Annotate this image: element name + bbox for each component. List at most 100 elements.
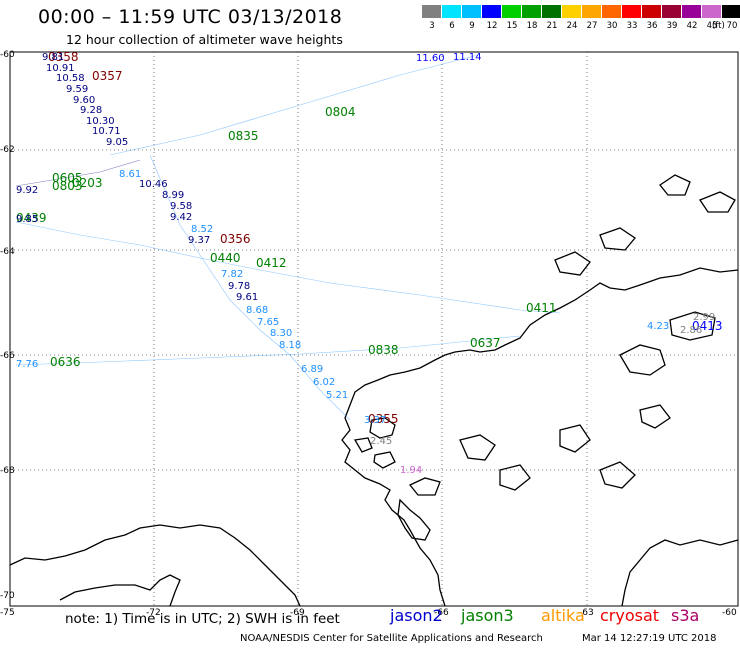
scale-label: 12 — [486, 21, 498, 31]
scale-label: 21 — [546, 21, 558, 31]
scale-label: 33 — [626, 21, 638, 31]
pass-time-label: 0838 — [368, 343, 399, 357]
pass-time-label: 0203 — [72, 176, 103, 190]
wave-height-label: 6.02 — [313, 377, 335, 388]
pass-time-label: 0355 — [368, 412, 399, 426]
map-subtitle: 12 hour collection of altimeter wave hei… — [66, 32, 343, 47]
scale-swatch — [702, 5, 722, 18]
longitude-label: -60 — [722, 608, 737, 618]
wave-height-label: 10.71 — [92, 126, 121, 137]
wave-height-label: 8.68 — [246, 305, 268, 316]
scale-swatch — [482, 5, 502, 18]
satellite-track — [149, 154, 351, 421]
wave-height-label: 7.82 — [221, 269, 243, 280]
wave-height-label: 10.58 — [56, 73, 85, 84]
scale-swatch — [502, 5, 522, 18]
wave-height-label: 9.81 — [42, 52, 64, 63]
scale-swatch — [662, 5, 682, 18]
graticule — [10, 52, 738, 606]
scale-swatch — [562, 5, 582, 18]
wave-height-label: 11.14 — [453, 52, 482, 63]
map-frame — [9, 51, 739, 607]
wave-height-label: 6.89 — [301, 364, 323, 375]
pass-time-label: 0356 — [220, 232, 251, 246]
wave-height-label: 9.37 — [188, 235, 210, 246]
color-scale-labels: 3 6 9 12 15 18 21 24 27 30 33 36 39 42 45 70 — [422, 21, 740, 31]
scale-swatch — [522, 5, 542, 18]
scale-label: 9 — [469, 21, 475, 31]
wave-height-label: 7.76 — [16, 359, 38, 370]
latitude-label: -62 — [0, 145, 15, 155]
wave-height-label: 8.30 — [270, 328, 292, 339]
scale-swatch — [622, 5, 642, 18]
wave-height-label: 9.05 — [106, 137, 128, 148]
pass-time-label: 0413 — [692, 319, 723, 333]
scale-label: 45 — [706, 21, 718, 31]
wave-height-label: 8.52 — [191, 224, 213, 235]
scale-label: 6 — [449, 21, 455, 31]
wave-height-label: 8.99 — [162, 190, 184, 201]
scale-label: 36 — [646, 21, 658, 31]
scale-swatch — [682, 5, 702, 18]
latitude-label: -70 — [0, 591, 15, 601]
longitude-label: -72 — [146, 608, 161, 618]
wave-height-label: 4.23 — [647, 321, 669, 332]
scale-swatch — [582, 5, 602, 18]
coastline — [9, 174, 739, 607]
scale-swatch — [442, 5, 462, 18]
satellite-legend-cryosat: cryosat — [600, 606, 660, 625]
latitude-label: -68 — [0, 466, 15, 476]
wave-height-label: 9.28 — [80, 105, 102, 116]
pass-time-label: 0440 — [210, 251, 241, 265]
wave-height-label: 2.86 — [680, 325, 702, 336]
wave-height-label: 9.85 — [16, 214, 38, 225]
map-title: 00:00 – 11:59 UTC 03/13/2018 — [38, 6, 343, 28]
wave-height-label: 9.42 — [170, 212, 192, 223]
wave-height-label: 8.18 — [279, 340, 301, 351]
satellite-track — [15, 159, 141, 187]
pass-time-label: 0358 — [48, 50, 79, 64]
scale-swatch — [422, 5, 442, 18]
satellite-legend-s3a: s3a — [671, 606, 700, 625]
wave-height-label: 11.60 — [416, 53, 445, 64]
wave-height-label: 9.78 — [228, 281, 250, 292]
scale-label: 27 — [586, 21, 598, 31]
pass-time-label: 0439 — [16, 211, 47, 225]
scale-label: 42 — [686, 21, 698, 31]
wave-height-label: 2.99 — [693, 312, 715, 323]
timestamp: Mar 14 12:27:19 UTC 2018 — [582, 633, 717, 644]
wave-height-label: 2.45 — [370, 436, 392, 447]
wave-height-label: 9.59 — [66, 84, 88, 95]
latitude-label: -66 — [0, 351, 15, 361]
longitude-label: -69 — [290, 608, 305, 618]
pass-time-label: 0804 — [325, 105, 356, 119]
satellite-track — [15, 335, 521, 366]
satellite-legend-jason3: jason3 — [461, 606, 514, 625]
pass-time-label: 0803 — [52, 179, 83, 193]
color-scale-unit: (ft) — [712, 21, 725, 31]
scale-swatch — [462, 5, 482, 18]
latitude-label: -64 — [0, 247, 15, 257]
scale-label: 39 — [666, 21, 678, 31]
satellite-track — [109, 54, 479, 156]
scale-label: 30 — [606, 21, 618, 31]
latitude-label: -60 — [0, 50, 15, 60]
wave-height-label: 5.21 — [326, 390, 348, 401]
wave-height-label: 7.65 — [257, 317, 279, 328]
pass-time-label: 0637 — [470, 336, 501, 350]
satellite-legend-jason2: jason2 — [390, 606, 443, 625]
scale-label: 24 — [566, 21, 578, 31]
scale-label: 3 — [429, 21, 435, 31]
pass-time-label: 0605 — [52, 171, 83, 185]
color-scale-bar — [422, 5, 740, 18]
pass-time-label: 0412 — [256, 256, 287, 270]
scale-swatch — [642, 5, 662, 18]
longitude-label: -66 — [434, 608, 449, 618]
pass-time-label: 0835 — [228, 129, 259, 143]
wave-height-label: 1.94 — [400, 465, 422, 476]
wave-height-label: 9.60 — [73, 95, 95, 106]
footer-note: note: 1) Time is in UTC; 2) SWH is in fe… — [65, 611, 340, 627]
scale-swatch — [722, 5, 740, 18]
pass-time-label: 0357 — [92, 69, 123, 83]
wave-height-label: 10.91 — [46, 63, 75, 74]
